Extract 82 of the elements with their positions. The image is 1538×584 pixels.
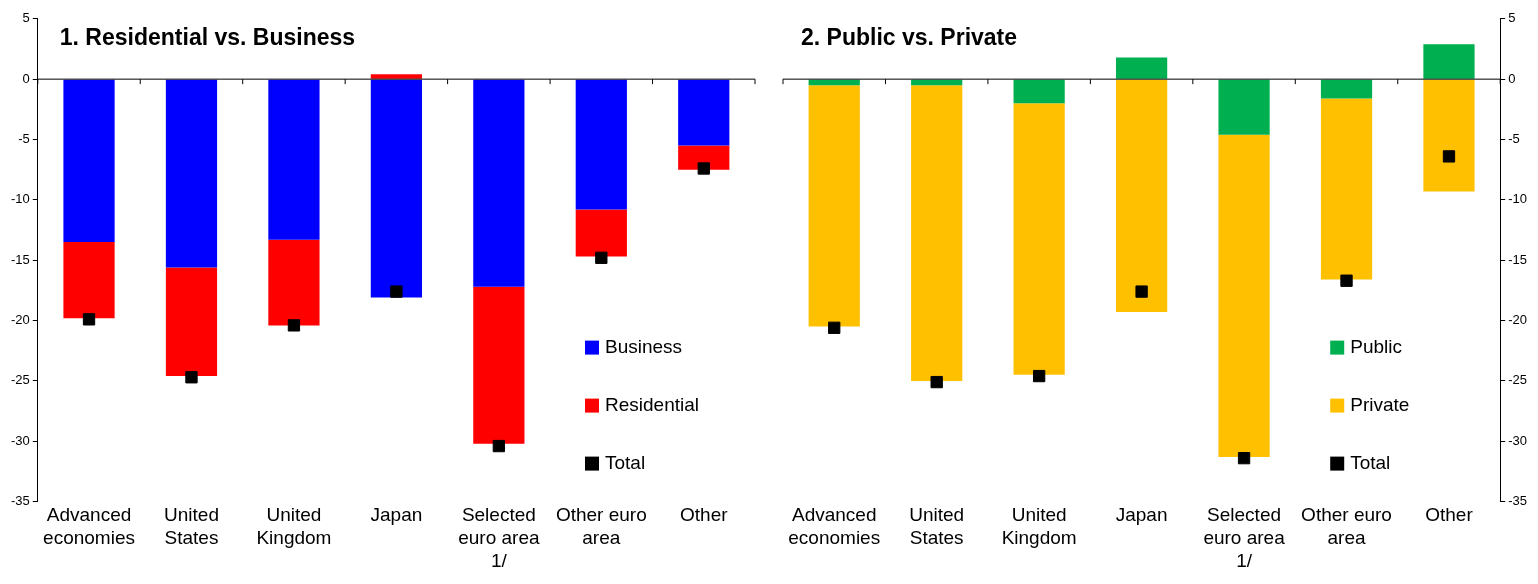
x-tick-label: Japan — [1115, 504, 1168, 526]
point — [492, 439, 506, 453]
point — [1135, 285, 1148, 298]
point — [697, 162, 710, 175]
point — [82, 313, 96, 326]
legend-label: Total — [605, 451, 646, 473]
y2-tick-label: -25 — [1508, 372, 1528, 388]
point — [930, 375, 943, 389]
chart-title: 2. Public vs. Private — [801, 24, 1018, 51]
x-tick-label: Selected euro area 1/ — [458, 504, 540, 571]
bar — [678, 145, 730, 170]
bar — [1218, 134, 1270, 457]
y-tick-label: 0 — [22, 70, 30, 86]
bar — [911, 79, 963, 86]
bar — [1013, 103, 1065, 375]
bar — [473, 286, 525, 444]
y2-tick-label: -10 — [1508, 191, 1528, 207]
bar — [268, 239, 320, 326]
legend-label: Business — [605, 335, 683, 357]
x-tick-label: United Kingdom — [1001, 504, 1077, 549]
y-tick-label: 5 — [22, 10, 30, 26]
bar — [370, 79, 423, 298]
y2-tick-label: 0 — [1508, 70, 1516, 86]
legend-label: Total — [1350, 451, 1391, 473]
x-tick-label: Other euro area — [555, 504, 647, 549]
legend-label: Residential — [605, 393, 699, 415]
bar — [911, 85, 963, 381]
x-tick-label: United States — [909, 504, 965, 549]
bar — [1320, 98, 1373, 280]
bar — [808, 85, 860, 327]
legend-label: Public — [1350, 335, 1402, 357]
y-tick-label: -5 — [18, 131, 30, 147]
y-tick-label: -10 — [10, 191, 30, 207]
y-tick-label: -20 — [10, 312, 30, 328]
x-tick-label: Other — [1425, 504, 1474, 526]
y2-tick-label: -5 — [1508, 131, 1520, 147]
point — [185, 371, 198, 384]
x-tick-label: Advanced economies — [43, 504, 135, 549]
y-tick-label: -35 — [10, 493, 30, 509]
point — [1442, 150, 1456, 163]
y2-tick-label: -15 — [1508, 251, 1528, 267]
point — [595, 251, 608, 264]
y2-tick-label: -35 — [1508, 493, 1528, 509]
bar — [165, 267, 218, 377]
x-tick-label: Advanced economies — [788, 504, 881, 549]
point — [1237, 451, 1251, 465]
bar — [1013, 79, 1065, 104]
point — [390, 285, 403, 298]
bar — [1218, 79, 1270, 135]
bar — [1115, 57, 1168, 79]
x-tick-label: Selected euro area 1/ — [1203, 504, 1286, 571]
x-tick-label: Japan — [370, 504, 423, 526]
bar — [63, 79, 115, 243]
bar — [808, 79, 860, 86]
bar — [165, 79, 218, 268]
point — [287, 319, 301, 332]
point — [1340, 274, 1353, 287]
bar — [63, 242, 115, 319]
x-tick-label: Other — [680, 504, 729, 526]
bar — [575, 79, 627, 210]
point — [828, 321, 841, 334]
bar — [678, 79, 730, 146]
x-tick-label: United States — [164, 504, 219, 549]
bar — [370, 74, 423, 79]
bar — [268, 79, 320, 240]
y2-tick-label: 5 — [1508, 10, 1516, 26]
y2-tick-label: -20 — [1508, 312, 1528, 328]
bar — [1320, 79, 1373, 99]
y-tick-label: -30 — [10, 432, 30, 448]
point — [1032, 369, 1046, 383]
bar — [575, 209, 627, 257]
y-tick-label: -15 — [10, 251, 30, 267]
x-tick-label: United Kingdom — [256, 504, 332, 549]
bar — [1423, 79, 1475, 192]
x-tick-label: Other euro area — [1301, 504, 1392, 549]
y-tick-label: -25 — [10, 372, 30, 388]
bar — [1115, 79, 1168, 313]
y2-tick-label: -30 — [1508, 432, 1528, 448]
legend-label: Private — [1350, 393, 1410, 415]
bar — [1423, 44, 1475, 79]
bar — [473, 79, 525, 287]
chart-title: 1. Residential vs. Business — [59, 24, 356, 51]
